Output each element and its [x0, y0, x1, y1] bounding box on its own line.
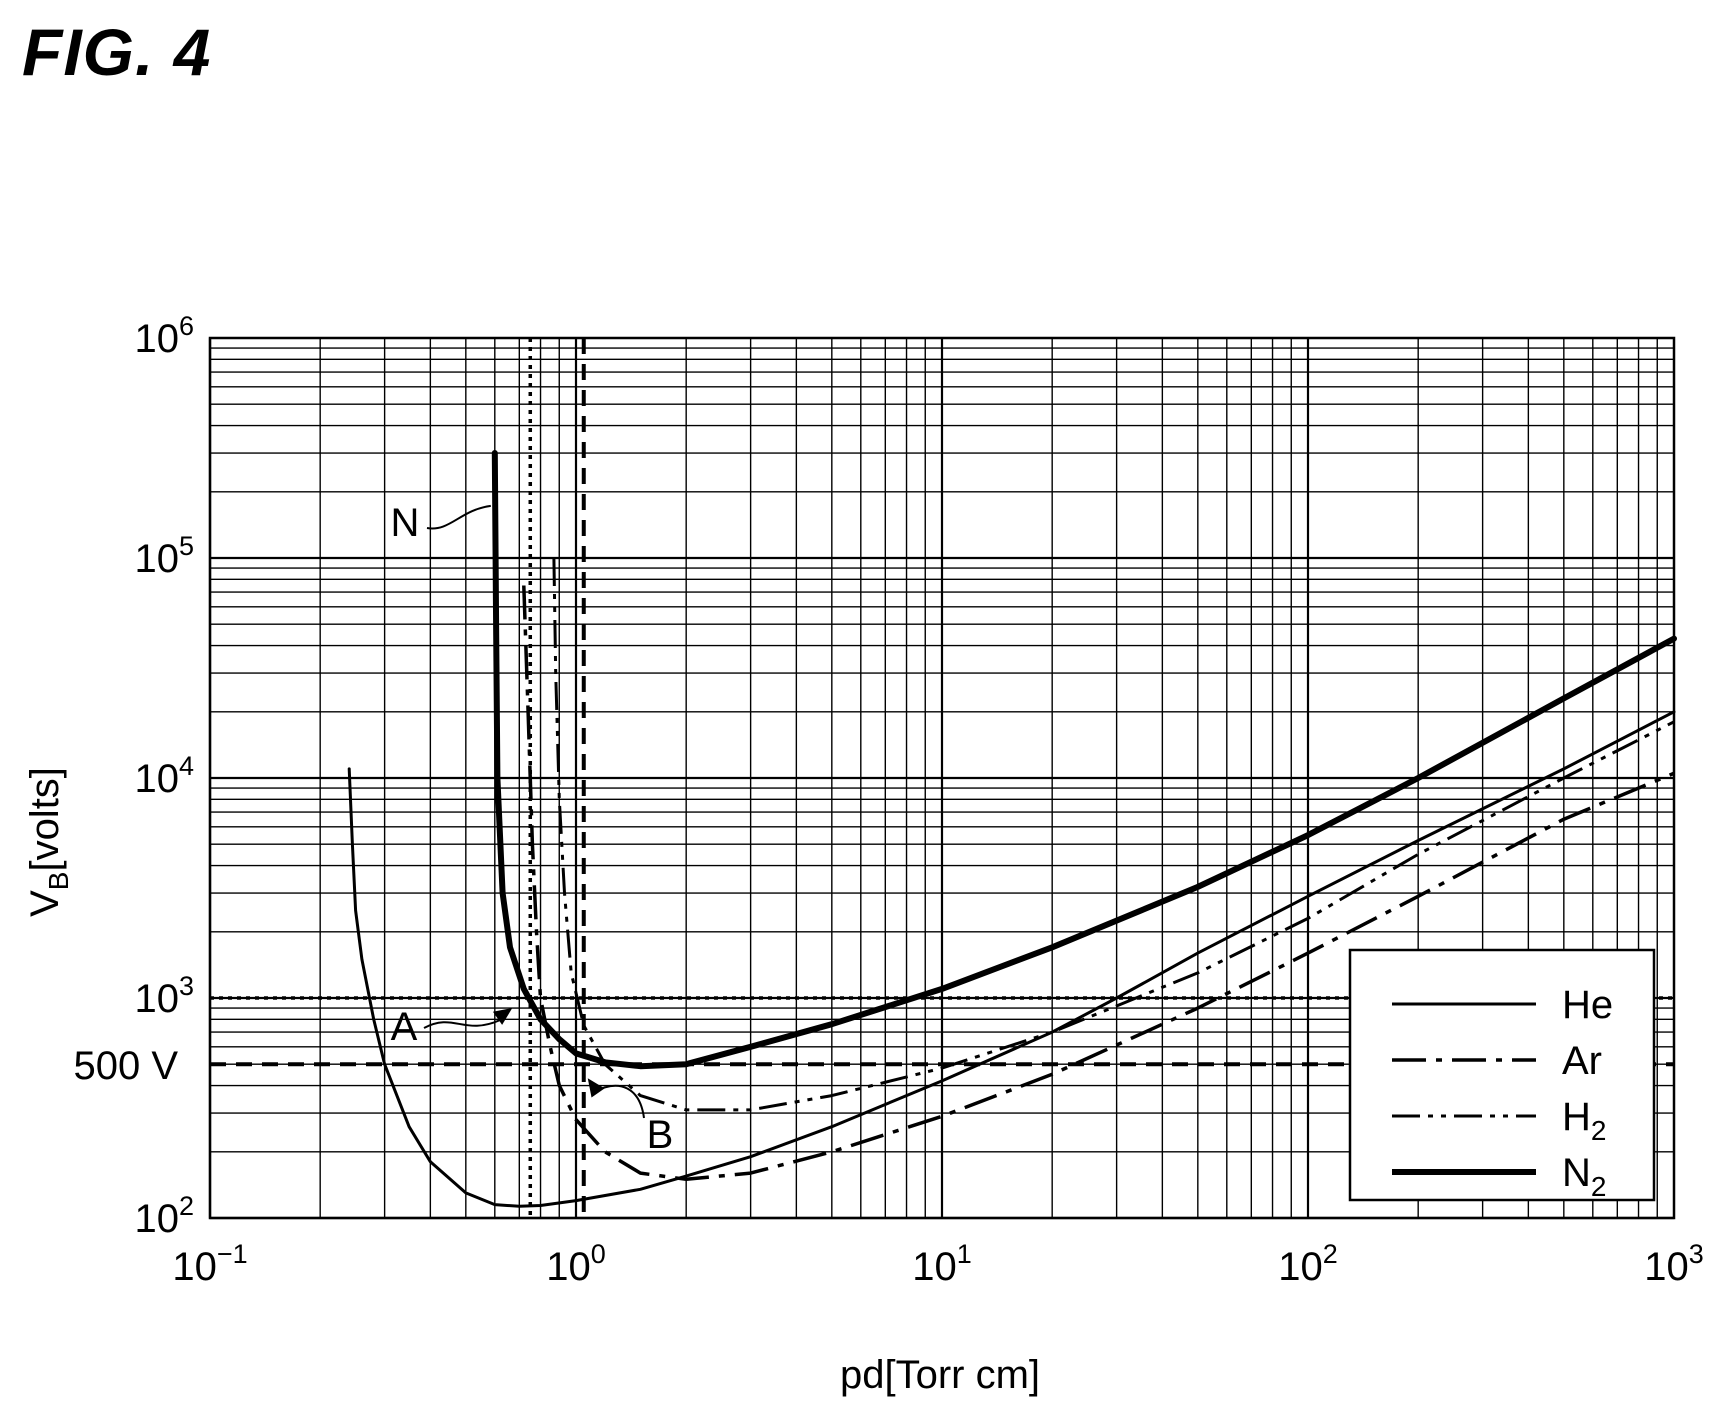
- series-line-2: [552, 557, 1675, 1112]
- y-tick-label: 105: [134, 531, 194, 581]
- x-tick-label-exponent: 0: [591, 1239, 606, 1269]
- series-line-0: [347, 710, 1676, 1208]
- x-tick-label: 102: [1278, 1239, 1338, 1289]
- y-tick-label-base: 10: [134, 317, 179, 361]
- y-axis-title-base: V: [23, 890, 67, 917]
- legend-label-1: Ar: [1562, 1039, 1602, 1083]
- y-tick-label: 102: [134, 1191, 194, 1241]
- annotation-arrowhead-A: [492, 1008, 513, 1025]
- x-tick-label-base: 10: [1644, 1245, 1689, 1289]
- legend-label-2: H2: [1562, 1095, 1606, 1146]
- y-tick-label: 104: [134, 751, 194, 801]
- legend-label-base: N: [1562, 1151, 1591, 1195]
- legend-label-base: H: [1562, 1095, 1591, 1139]
- y-tick-label-exponent: 3: [179, 971, 194, 1001]
- series-line-1: [522, 585, 1675, 1182]
- y-axis-title: VB[volts]: [23, 767, 74, 917]
- x-axis-title: pd[Torr cm]: [840, 1353, 1040, 1397]
- y-tick-label: 106: [134, 311, 194, 361]
- plot-frame: [208, 336, 1676, 1220]
- y-tick-label-base: 10: [134, 757, 179, 801]
- y-reference-label-500v: 500 V: [73, 1044, 178, 1088]
- series-lines: [347, 450, 1677, 1208]
- x-tick-label-base: 10: [912, 1245, 957, 1289]
- y-tick-label-exponent: 4: [179, 751, 194, 781]
- legend-label-0: He: [1562, 983, 1613, 1027]
- x-tick-label-exponent: 1: [957, 1239, 972, 1269]
- x-tick-label-base: 10: [1278, 1245, 1323, 1289]
- x-tick-label-base: 10: [546, 1245, 591, 1289]
- legend-label-base: He: [1562, 983, 1613, 1027]
- legend-box: [1348, 948, 1656, 1202]
- x-tick-label: 101: [912, 1239, 972, 1289]
- annotation-label-B: B: [647, 1113, 674, 1157]
- x-tick-label-base: 10: [172, 1245, 217, 1289]
- annotation-label-N: N: [391, 501, 420, 545]
- x-tick-label-exponent: 3: [1689, 1239, 1704, 1269]
- y-axis-title-rest: [volts]: [23, 767, 67, 871]
- annotation-leader-N: [426, 504, 491, 530]
- y-tick-label-exponent: 5: [179, 531, 194, 561]
- y-tick-label-base: 10: [134, 1197, 179, 1241]
- legend-label-subscript: 2: [1591, 1115, 1607, 1146]
- x-tick-label: 100: [546, 1239, 606, 1289]
- x-tick-label-exponent: −1: [217, 1239, 248, 1269]
- annotation-leader-A: [423, 1019, 501, 1029]
- x-tick-label: 10−1: [172, 1239, 247, 1289]
- y-tick-label: 103: [134, 971, 194, 1021]
- y-tick-label-base: 10: [134, 537, 179, 581]
- y-tick-label-exponent: 2: [179, 1191, 194, 1221]
- x-tick-label: 103: [1644, 1239, 1704, 1289]
- annotation-label-A: A: [391, 1005, 418, 1049]
- y-tick-label-exponent: 6: [179, 311, 194, 341]
- annotations: N A B: [391, 501, 674, 1157]
- reference-lines: [210, 338, 1674, 1218]
- figure-title: FIG. 4: [22, 15, 212, 89]
- series-line-3: [491, 450, 1677, 1070]
- legend-label-base: Ar: [1562, 1039, 1602, 1083]
- x-tick-label-exponent: 2: [1323, 1239, 1338, 1269]
- legend-label-3: N2: [1562, 1151, 1606, 1202]
- annotation-arrowhead-B: [587, 1078, 605, 1098]
- y-tick-label-base: 10: [134, 977, 179, 1021]
- legend-label-subscript: 2: [1591, 1171, 1607, 1202]
- y-axis-title-subscript: B: [43, 872, 74, 891]
